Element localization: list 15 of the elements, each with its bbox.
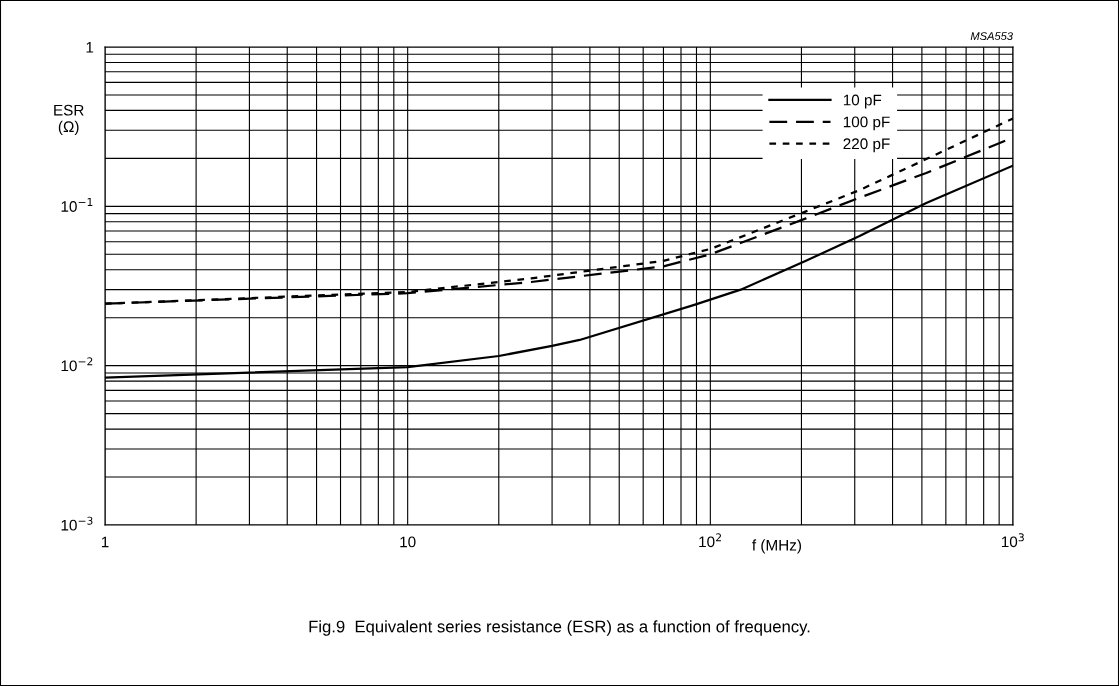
y-axis-title: ESR (Ω)	[54, 104, 84, 136]
x-tick-label: 10$^{2}$	[699, 533, 721, 548]
y-tick-label: 1	[86, 42, 94, 53]
x-tick-label: 1	[101, 536, 109, 548]
x-tick-label: 10$^{3}$	[1001, 533, 1024, 548]
y-tick-label: 10$^{−1}$	[61, 198, 93, 212]
y-tick-label: 10$^{−3}$	[61, 516, 93, 531]
legend-label: 10 pF	[843, 94, 882, 109]
legend-label: 220 pF	[843, 138, 890, 153]
x-axis-title: f (MHz)	[752, 539, 801, 554]
text: MSA553	[970, 32, 1013, 41]
caption: Fig.9 Equivalent series resistance (ESR) as a function of frequency.	[309, 620, 810, 636]
legend-label: 100 pF	[843, 116, 890, 131]
x-tick-label: 10	[400, 536, 416, 548]
y-tick-label: 10$^{−2}$	[61, 357, 93, 372]
